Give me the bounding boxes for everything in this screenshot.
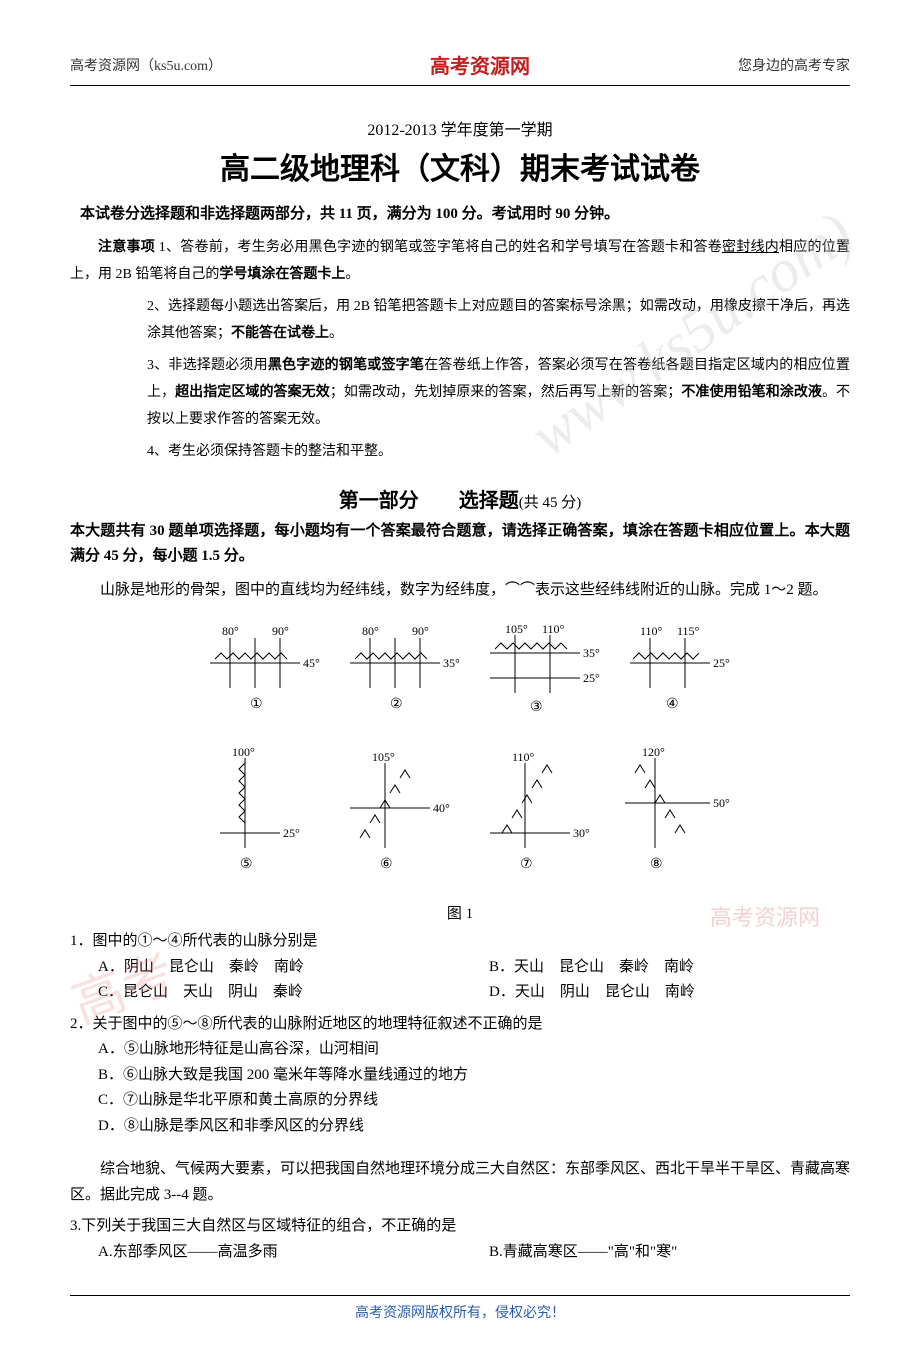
page-footer: 高考资源网版权所有，侵权必究！ [70, 1295, 850, 1322]
part1-heading: 第一部分 选择题(共 45 分) [70, 484, 850, 513]
d3-label: ③ [530, 700, 543, 715]
figure-1: 80° 90° 45° ① 80° 90° 35° ② [70, 613, 850, 923]
instruction-1: 注意事项 1、答卷前，考生务必用黑色字迹的钢笔或签字笔将自己的姓名和学号填写在答… [70, 235, 850, 288]
d8-label: ⑧ [650, 857, 663, 872]
academic-year: 2012-2013 学年度第一学期 [70, 116, 850, 140]
inst1-b: 密封线内 [722, 240, 779, 255]
q1-opts-row2: C．昆仑山 天山 阴山 秦岭 D．天山 阴山 昆仑山 南岭 [70, 980, 850, 1006]
inst2-c: 。 [329, 326, 343, 341]
d1-lon1: 80° [222, 624, 239, 638]
d1-label: ① [250, 697, 263, 712]
q34-intro: 综合地貌、气候两大要素，可以把我国自然地理环境分成三大自然区：东部季风区、西北干… [70, 1157, 850, 1208]
inst3-a: 3、非选择题必须用 [147, 358, 268, 373]
d5-label: ⑤ [240, 857, 253, 872]
d6-lon: 105° [372, 750, 395, 764]
q12-intro: 山脉是地形的骨架，图中的直线均为经纬线，数字为经纬度，⌒⌒表示这些经纬线附近的山… [70, 578, 850, 604]
q1-D: D．天山 阴山 昆仑山 南岭 [489, 980, 695, 1006]
q2-A: A．⑤山脉地形特征是山高谷深，山河相间 [70, 1037, 850, 1063]
q1-C: C．昆仑山 天山 阴山 秦岭 [98, 980, 489, 1006]
d2-lon1: 80° [362, 624, 379, 638]
d4-lon1: 110° [640, 624, 663, 638]
instruction-3: 3、非选择题必须用黑色字迹的钢笔或签字笔在答卷纸上作答，答案必须写在答卷纸各题目… [70, 353, 850, 433]
d1-lat: 45° [303, 656, 320, 670]
d7-lon: 110° [512, 750, 535, 764]
q2-C: C．⑦山脉是华北平原和黄土高原的分界线 [70, 1088, 850, 1114]
inst1-e: 。 [345, 267, 359, 282]
d1-lon2: 90° [272, 624, 289, 638]
q2-B: B．⑥山脉大致是我国 200 毫米年等降水量线通过的地方 [70, 1063, 850, 1089]
inst1-a: 1、答卷前，考生务必用黑色字迹的钢笔或签字笔将自己的姓名和学号填写在答题卡和答卷 [159, 240, 722, 255]
q2-D: D．⑧山脉是季风区和非季风区的分界线 [70, 1114, 850, 1140]
part1-heading-text: 第一部分 选择题 [339, 490, 519, 512]
d5-lat: 25° [283, 826, 300, 840]
d8-lat: 50° [713, 796, 730, 810]
d3-lon2: 110° [542, 622, 565, 636]
d2-lat: 35° [443, 656, 460, 670]
d7-lat: 30° [573, 826, 590, 840]
d6-lat: 40° [433, 801, 450, 815]
q1-B: B．天山 昆仑山 秦岭 南岭 [489, 955, 694, 981]
d2-label: ② [390, 697, 403, 712]
q3-B: B.青藏高寒区——"高"和"寒" [489, 1240, 677, 1266]
header-center: 高考资源网 [430, 50, 530, 79]
page-header: 高考资源网（ks5u.com） 高考资源网 您身边的高考专家 [70, 50, 850, 86]
inst1-d: 学号填涂在答题卡上 [219, 267, 345, 282]
figure-svg: 80° 90° 45° ① 80° 90° 35° ② [180, 613, 740, 893]
d3-lon1: 105° [505, 622, 528, 636]
inst2-b: 不能答在试卷上 [231, 326, 329, 341]
inst3-d: 超出指定区域的答案无效 [175, 385, 330, 400]
d5-lon: 100° [232, 745, 255, 759]
d4-lat: 25° [713, 656, 730, 670]
exam-note: 本试卷分选择题和非选择题两部分，共 11 页，满分为 100 分。考试用时 90… [70, 202, 850, 223]
d2-lon2: 90° [412, 624, 429, 638]
d4-lon2: 115° [677, 624, 700, 638]
paper-title: 高二级地理科（文科）期末考试试卷 [70, 144, 850, 188]
q3-opts-row1: A.东部季风区——高温多雨 B.青藏高寒区——"高"和"寒" [70, 1240, 850, 1266]
d3-lat2: 25° [583, 671, 600, 685]
q3-A: A.东部季风区——高温多雨 [98, 1240, 489, 1266]
figure-caption: 图 1 [70, 902, 850, 923]
instruction-2: 2、选择题每小题选出答案后，用 2B 铅笔把答题卡上对应题目的答案标号涂黑；如需… [70, 294, 850, 347]
header-left: 高考资源网（ks5u.com） [70, 55, 222, 75]
q1-stem: 1．图中的①～④所代表的山脉分别是 [70, 929, 850, 955]
part1-desc: 本大题共有 30 题单项选择题，每小题均有一个答案最符合题意，请选择正确答案，填… [70, 519, 850, 570]
q2-stem: 2．关于图中的⑤～⑧所代表的山脉附近地区的地理特征叙述不正确的是 [70, 1012, 850, 1038]
q1-opts-row1: A．阴山 昆仑山 秦岭 南岭 B．天山 昆仑山 秦岭 南岭 [70, 955, 850, 981]
q1-A: A．阴山 昆仑山 秦岭 南岭 [98, 955, 489, 981]
part1-sub: (共 45 分) [519, 495, 582, 511]
q3-stem: 3.下列关于我国三大自然区与区域特征的组合，不正确的是 [70, 1214, 850, 1240]
d7-label: ⑦ [520, 857, 533, 872]
d6-label: ⑥ [380, 857, 393, 872]
instruction-4: 4、考生必须保持答题卡的整洁和平整。 [70, 439, 850, 466]
inst3-f: 不准使用铅笔和涂改液 [681, 385, 822, 400]
inst3-e: ；如需改动，先划掉原来的答案，然后再写上新的答案； [330, 385, 681, 400]
header-right: 您身边的高考专家 [738, 55, 850, 75]
d3-lat1: 35° [583, 646, 600, 660]
instruction-lead: 注意事项 [98, 240, 155, 255]
d8-lon: 120° [642, 745, 665, 759]
d4-label: ④ [666, 697, 679, 712]
inst3-b: 黑色字迹的钢笔或签字笔 [268, 358, 424, 373]
